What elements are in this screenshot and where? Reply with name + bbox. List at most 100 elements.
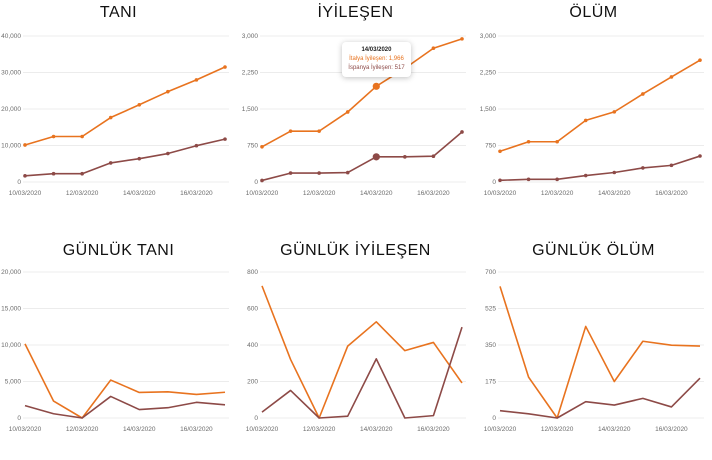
data-point[interactable] — [23, 143, 27, 147]
x-tick-label: 10/03/2020 — [484, 426, 517, 433]
data-point[interactable] — [403, 155, 407, 159]
data-point[interactable] — [288, 129, 293, 133]
x-tick-label: 10/03/2020 — [9, 190, 42, 197]
data-point[interactable] — [80, 171, 84, 176]
chart-title: TANI — [99, 4, 138, 21]
chart-title: İYİLEŞEN — [317, 4, 394, 21]
x-tick-label: 12/03/2020 — [303, 190, 336, 197]
data-point[interactable] — [108, 115, 113, 120]
data-point[interactable] — [431, 154, 436, 159]
x-tick-label: 16/03/2020 — [180, 426, 213, 433]
data-point[interactable] — [612, 110, 617, 114]
data-point[interactable] — [166, 151, 170, 156]
data-point[interactable] — [612, 170, 617, 175]
x-tick-label: 10/03/2020 — [9, 426, 42, 433]
tooltip-series-b: İspanya İyileşen: 517 — [348, 65, 405, 72]
data-point[interactable] — [669, 163, 674, 168]
chart-svg: 0 10,000 20,000 30,000 40,000 10/03/2020 12/03… — [1, 33, 229, 197]
x-tick-label: 16/03/2020 — [417, 190, 450, 197]
data-point[interactable] — [288, 171, 293, 175]
data-point[interactable] — [260, 178, 264, 183]
series-line — [499, 377, 701, 419]
data-point[interactable] — [194, 78, 199, 82]
tooltip-date: 14/03/2020 — [361, 47, 392, 54]
chart-svg: 0 200 400 600 800 10/03/2020 12/03/2020 14/03/2… — [246, 269, 466, 433]
x-tick-label: 14/03/2020 — [598, 190, 631, 197]
x-tick-label: 14/03/2020 — [360, 190, 393, 197]
data-point[interactable] — [137, 156, 142, 161]
y-tick-label: 20,000 — [1, 106, 21, 113]
chart-panel: TANI 0 10,000 20,000 30,000 40,000 10/03/2020 1… — [0, 0, 237, 204]
series-line — [24, 138, 226, 177]
data-point[interactable] — [137, 102, 142, 107]
data-point[interactable] — [51, 134, 56, 139]
y-tick-label: 2,250 — [242, 70, 259, 77]
data-point[interactable] — [372, 153, 380, 161]
chart-svg: 0 175 350 525 700 10/03/2020 12/03/2020 14/03/2… — [484, 269, 704, 433]
y-tick-label: 40,000 — [1, 33, 21, 40]
chart-tooltip: 14/03/2020 İtalya İyileşen: 1,966 İspanya … — [342, 42, 411, 78]
data-point[interactable] — [555, 139, 559, 144]
y-tick-label: 0 — [254, 415, 258, 422]
y-tick-label: 1,500 — [480, 106, 497, 113]
data-point[interactable] — [641, 166, 645, 170]
data-point[interactable] — [372, 82, 380, 90]
data-point[interactable] — [317, 129, 321, 133]
series-line — [24, 343, 226, 419]
x-tick-label: 12/03/2020 — [66, 426, 99, 433]
y-tick-label: 1,500 — [242, 106, 259, 113]
chart-svg: 0 750 1,500 2,250 3,000 10/03/2020 12/03/2020 1… — [242, 33, 466, 197]
data-point[interactable] — [51, 171, 56, 176]
data-point[interactable] — [166, 89, 170, 94]
data-point[interactable] — [23, 174, 27, 178]
chart-panel: GÜNLÜK ÖLÜM 0 175 350 525 700 10/03/2020 12/03/… — [475, 236, 712, 440]
data-point[interactable] — [669, 75, 674, 79]
x-tick-label: 12/03/2020 — [541, 426, 574, 433]
y-tick-label: 2,250 — [480, 70, 497, 77]
y-tick-label: 400 — [247, 342, 258, 349]
data-point[interactable] — [80, 134, 84, 139]
data-point[interactable] — [583, 173, 588, 178]
data-point[interactable] — [641, 92, 645, 96]
data-point[interactable] — [345, 170, 350, 175]
data-point[interactable] — [317, 171, 321, 175]
y-tick-label: 700 — [485, 269, 496, 276]
chart-title: GÜNLÜK İYİLEŞEN — [280, 242, 431, 259]
data-point[interactable] — [345, 110, 350, 114]
data-point[interactable] — [431, 46, 436, 51]
data-point[interactable] — [498, 149, 502, 154]
y-tick-label: 0 — [17, 179, 21, 186]
data-point[interactable] — [555, 177, 559, 182]
chart-svg: 0 750 1,500 2,250 3,000 10/03/2020 12/03/2020 1… — [480, 33, 704, 197]
data-point[interactable] — [698, 58, 702, 62]
data-point[interactable] — [108, 161, 113, 165]
series-line — [499, 155, 701, 182]
data-point[interactable] — [460, 37, 464, 41]
data-point[interactable] — [526, 139, 531, 144]
data-point[interactable] — [223, 65, 227, 69]
series-line — [261, 285, 463, 419]
data-point[interactable] — [260, 144, 264, 149]
data-point[interactable] — [526, 177, 531, 182]
y-tick-label: 10,000 — [1, 143, 21, 150]
y-tick-label: 175 — [485, 379, 496, 386]
data-point[interactable] — [460, 130, 464, 134]
data-point[interactable] — [223, 137, 227, 141]
x-tick-label: 16/03/2020 — [180, 190, 213, 197]
chart-panel: GÜNLÜK İYİLEŞEN 0 200 400 600 800 10/03/2020 12… — [237, 236, 474, 440]
data-point[interactable] — [698, 154, 702, 158]
y-tick-label: 200 — [247, 379, 258, 386]
x-tick-label: 16/03/2020 — [655, 190, 688, 197]
x-tick-label: 12/03/2020 — [541, 190, 574, 197]
y-tick-label: 600 — [247, 306, 258, 313]
y-tick-label: 350 — [485, 342, 496, 349]
chart-title: GÜNLÜK ÖLÜM — [532, 242, 655, 259]
data-point[interactable] — [498, 178, 502, 183]
data-point[interactable] — [194, 143, 199, 148]
y-tick-label: 15,000 — [1, 306, 21, 313]
data-point[interactable] — [583, 118, 588, 123]
y-tick-label: 10,000 — [1, 342, 21, 349]
y-tick-label: 20,000 — [1, 269, 21, 276]
x-tick-label: 10/03/2020 — [246, 426, 279, 433]
y-tick-label: 0 — [254, 179, 258, 186]
